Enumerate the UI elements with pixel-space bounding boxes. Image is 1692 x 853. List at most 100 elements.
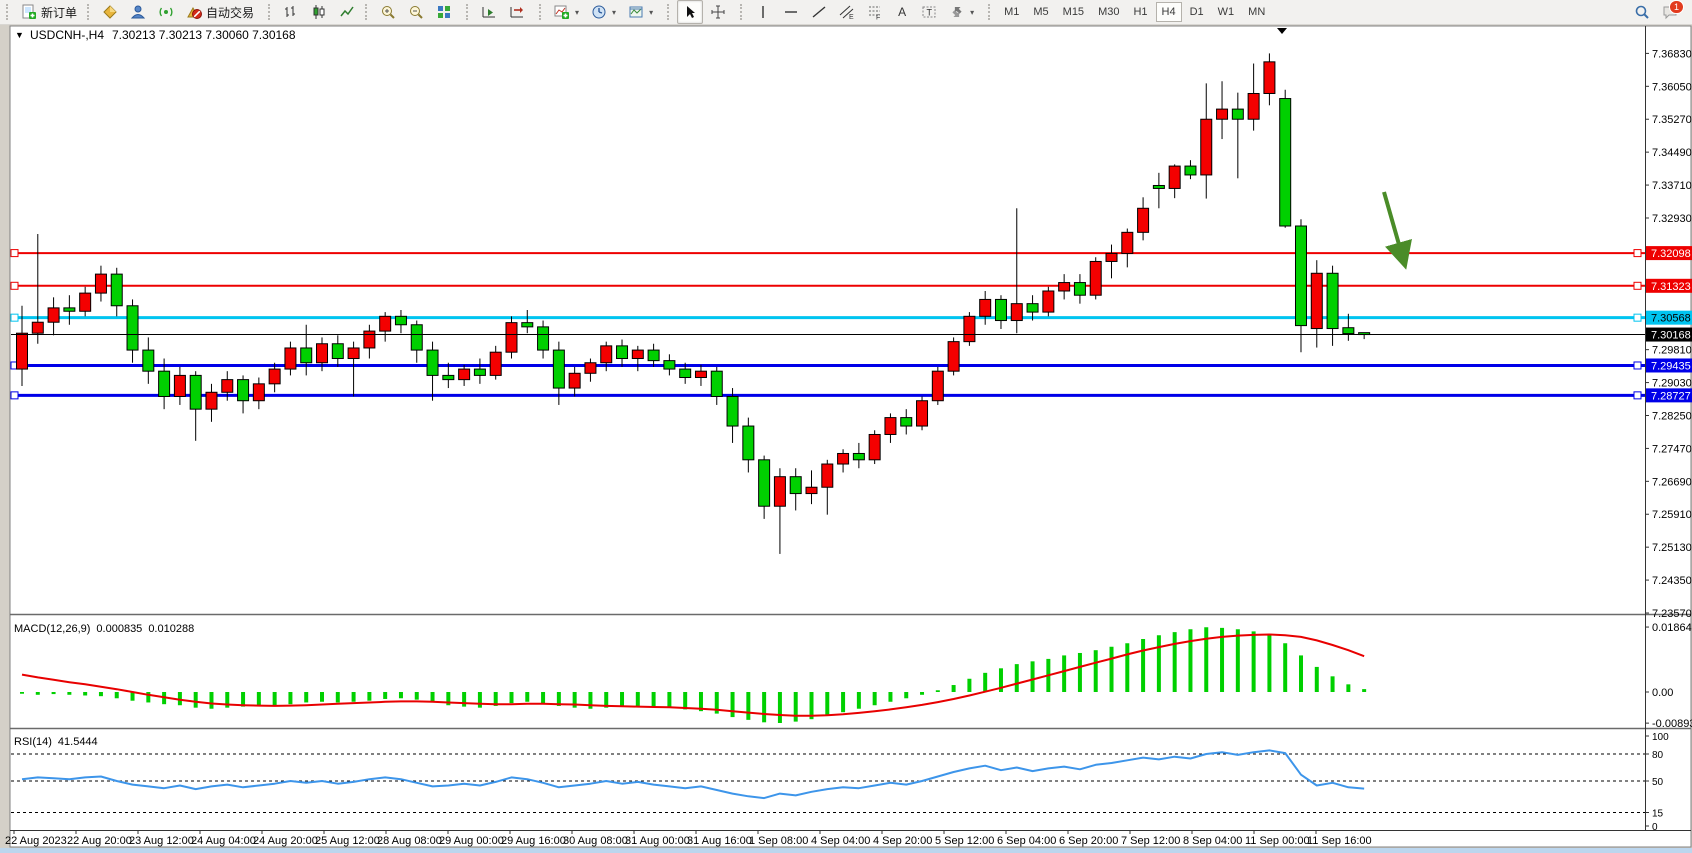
candle-body-down[interactable] xyxy=(1342,327,1355,335)
timeframe-button-m5[interactable]: M5 xyxy=(1033,6,1049,18)
line-handle-left[interactable] xyxy=(10,249,19,258)
vertical-line-button[interactable] xyxy=(750,0,776,24)
candle-body-down[interactable] xyxy=(994,298,1007,322)
candle-body-down[interactable] xyxy=(1326,272,1339,330)
autotrading-button[interactable]: 自动交易 xyxy=(181,0,259,24)
candle-body-up[interactable] xyxy=(821,463,834,488)
candle-body-up[interactable] xyxy=(963,315,976,343)
candle-body-down[interactable] xyxy=(410,324,423,351)
timeframe-button-mn[interactable]: MN xyxy=(1248,6,1266,18)
timeframe-button-m1[interactable]: M1 xyxy=(1004,6,1020,18)
candle-body-down[interactable] xyxy=(63,307,76,312)
candle-body-up[interactable] xyxy=(347,347,360,360)
candle-body-up[interactable] xyxy=(1105,252,1118,262)
candle-body-down[interactable] xyxy=(331,343,344,360)
market-button[interactable] xyxy=(97,0,123,24)
candle-body-up[interactable] xyxy=(1168,165,1181,189)
chat-button[interactable]: 1 xyxy=(1657,0,1684,24)
candle-body-up[interactable] xyxy=(379,315,392,332)
timeframe-button-h4[interactable]: H4 xyxy=(1155,2,1182,22)
candle-body-up[interactable] xyxy=(773,476,786,507)
candle-body-up[interactable] xyxy=(1310,272,1323,330)
toolbar-grip[interactable] xyxy=(539,4,544,20)
periods-dropdown-arrow[interactable]: ▾ xyxy=(612,7,617,17)
line-handle-right[interactable] xyxy=(1633,249,1642,258)
line-chart-button[interactable] xyxy=(334,0,360,24)
candle-body-down[interactable] xyxy=(647,349,660,362)
candle-body-down[interactable] xyxy=(900,417,913,427)
candle-body-up[interactable] xyxy=(631,349,644,360)
candle-body-down[interactable] xyxy=(758,459,771,507)
candle-body-down[interactable] xyxy=(110,273,123,307)
toolbar-grip[interactable] xyxy=(87,4,92,20)
zoom-in-button[interactable] xyxy=(375,0,401,24)
indicators-button[interactable]: ▾ xyxy=(549,0,584,24)
candle-body-up[interactable] xyxy=(568,372,581,389)
fibonacci-button[interactable]: F xyxy=(862,0,888,24)
candle-body-up[interactable] xyxy=(1042,290,1055,313)
chart-window-background[interactable] xyxy=(9,25,1692,848)
candle-body-down[interactable] xyxy=(1294,225,1307,327)
candle-body-up[interactable] xyxy=(458,368,471,381)
line-handle-left[interactable] xyxy=(10,391,19,400)
candle-body-up[interactable] xyxy=(284,347,297,370)
toolbar-grip[interactable] xyxy=(6,4,11,20)
candle-body-up[interactable] xyxy=(31,321,44,334)
candle-body-down[interactable] xyxy=(142,349,155,372)
annotation-arrow[interactable] xyxy=(1382,191,1412,270)
candle-body-down[interactable] xyxy=(552,349,565,389)
candle-body-down[interactable] xyxy=(1231,108,1244,120)
candle-body-up[interactable] xyxy=(1137,207,1150,233)
candle-body-down[interactable] xyxy=(789,476,802,495)
candle-body-up[interactable] xyxy=(489,351,502,376)
timeframe-button-d1[interactable]: D1 xyxy=(1189,6,1204,18)
candle-body-up[interactable] xyxy=(94,273,107,294)
toolbar-grip[interactable] xyxy=(466,4,471,20)
candle-body-down[interactable] xyxy=(473,368,486,376)
candle-body-down[interactable] xyxy=(1073,282,1086,296)
candle-body-up[interactable] xyxy=(837,452,850,465)
templates-button[interactable]: ▾ xyxy=(623,0,658,24)
timeframe-button-m15[interactable]: M15 xyxy=(1062,6,1085,18)
candle-body-down[interactable] xyxy=(158,370,171,398)
toolbar-grip[interactable] xyxy=(740,4,745,20)
cursor-button[interactable] xyxy=(677,0,704,24)
candle-body-up[interactable] xyxy=(868,433,881,461)
candle-body-down[interactable] xyxy=(663,360,676,370)
timeframe-button-m30[interactable]: M30 xyxy=(1098,6,1120,18)
periods-button[interactable]: ▾ xyxy=(586,0,621,24)
candle-body-up[interactable] xyxy=(47,307,60,323)
bar-chart-button[interactable] xyxy=(278,0,304,24)
candle-body-down[interactable] xyxy=(189,374,202,410)
line-handle-right[interactable] xyxy=(1633,361,1642,370)
candle-body-down[interactable] xyxy=(679,368,692,379)
candle-body-down[interactable] xyxy=(710,370,723,398)
candle-body-up[interactable] xyxy=(979,298,992,317)
candle-body-down[interactable] xyxy=(1026,303,1039,313)
candle-body-up[interactable] xyxy=(173,374,186,398)
indicators-dropdown-arrow[interactable]: ▾ xyxy=(575,7,580,17)
candle-body-up[interactable] xyxy=(363,330,376,349)
candle-body-down[interactable] xyxy=(300,347,313,364)
candle-body-up[interactable] xyxy=(221,379,234,393)
arrows-dropdown-arrow[interactable]: ▾ xyxy=(970,7,975,17)
candle-body-down[interactable] xyxy=(1184,165,1197,176)
tile-windows-button[interactable] xyxy=(431,0,457,24)
candle-body-down[interactable] xyxy=(394,315,407,326)
candle-body-up[interactable] xyxy=(1121,231,1134,254)
equidistant-channel-button[interactable]: E xyxy=(834,0,860,24)
crosshair-button[interactable] xyxy=(705,0,731,24)
toolbar-grip[interactable] xyxy=(268,4,273,20)
timeframe-button-h1[interactable]: H1 xyxy=(1133,6,1148,18)
candle-body-down[interactable] xyxy=(742,425,755,461)
arrows-button[interactable]: ▾ xyxy=(944,0,979,24)
text-button[interactable]: A xyxy=(890,0,914,24)
community-button[interactable] xyxy=(125,0,151,24)
zoom-out-button[interactable] xyxy=(403,0,429,24)
search-button[interactable] xyxy=(1629,0,1655,24)
toolbar-grip[interactable] xyxy=(365,4,370,20)
candle-body-up[interactable] xyxy=(805,486,818,495)
candle-body-up[interactable] xyxy=(694,370,707,379)
candle-body-up[interactable] xyxy=(584,362,597,374)
candle-body-down[interactable] xyxy=(237,379,250,402)
